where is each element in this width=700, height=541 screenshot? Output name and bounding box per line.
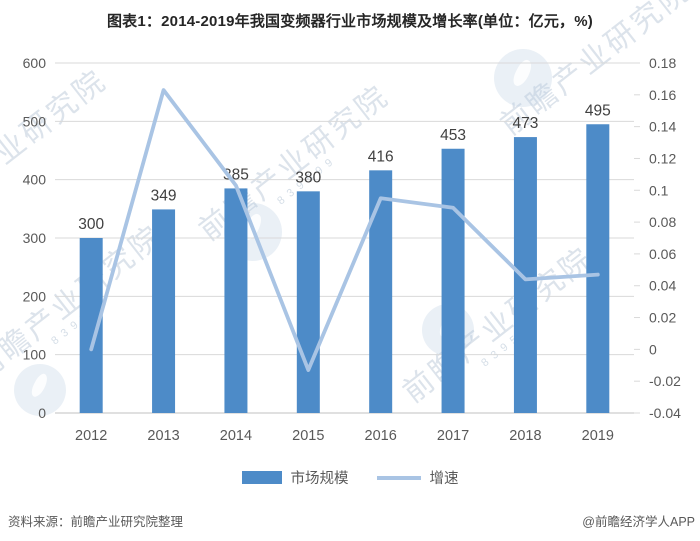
svg-text:473: 473 (513, 115, 539, 132)
svg-text:2019: 2019 (582, 428, 614, 444)
legend-label-growth-rate: 增速 (429, 471, 459, 487)
svg-text:0.08: 0.08 (649, 214, 676, 230)
legend-item-market-size: 市场规模 (241, 467, 349, 488)
svg-text:0.18: 0.18 (649, 55, 676, 71)
svg-text:100: 100 (23, 347, 47, 363)
svg-text:300: 300 (23, 230, 47, 246)
source-note: 资料来源：前瞻产业研究院整理 (8, 515, 184, 529)
svg-text:300: 300 (78, 216, 104, 233)
svg-text:453: 453 (440, 127, 466, 144)
svg-text:0.02: 0.02 (649, 310, 676, 326)
svg-text:0.06: 0.06 (649, 246, 676, 262)
svg-text:2016: 2016 (365, 428, 397, 444)
svg-text:416: 416 (368, 148, 394, 165)
svg-text:2014: 2014 (220, 428, 252, 444)
svg-text:2015: 2015 (292, 428, 324, 444)
chart-legend: 市场规模 增速 (0, 467, 700, 488)
svg-text:380: 380 (295, 169, 321, 186)
chart-title: 图表1：2014-2019年我国变频器行业市场规模及增长率(单位：亿元，%) (106, 13, 593, 30)
svg-text:349: 349 (151, 187, 177, 204)
svg-text:2018: 2018 (509, 428, 541, 444)
svg-text:0.16: 0.16 (649, 87, 676, 103)
svg-text:-0.04: -0.04 (649, 405, 681, 421)
svg-text:600: 600 (23, 55, 47, 71)
legend-item-growth-rate: 增速 (376, 467, 459, 488)
svg-text:500: 500 (23, 113, 47, 129)
svg-text:0.04: 0.04 (649, 278, 676, 294)
svg-text:400: 400 (23, 172, 47, 188)
legend-label-market-size: 市场规模 (290, 471, 349, 487)
svg-text:2012: 2012 (75, 428, 107, 444)
svg-text:0: 0 (649, 341, 657, 357)
svg-text:2017: 2017 (437, 428, 469, 444)
svg-text:0.1: 0.1 (649, 182, 669, 198)
svg-text:0.14: 0.14 (649, 119, 676, 135)
legend-bar-swatch-icon (241, 471, 282, 484)
svg-text:495: 495 (585, 102, 611, 119)
svg-text:200: 200 (23, 288, 47, 304)
svg-text:0.12: 0.12 (649, 150, 676, 166)
chart-canvas: 0 100 200 300 400 500 600 -0.04 -0.02 0 0.02 0.04 0.… (23, 55, 681, 444)
svg-text:2013: 2013 (147, 428, 179, 444)
legend-line-swatch-icon (376, 475, 421, 480)
svg-text:0: 0 (38, 405, 46, 421)
svg-text:-0.02: -0.02 (649, 373, 681, 389)
credit-note: @前瞻经济学人APP (582, 515, 695, 529)
